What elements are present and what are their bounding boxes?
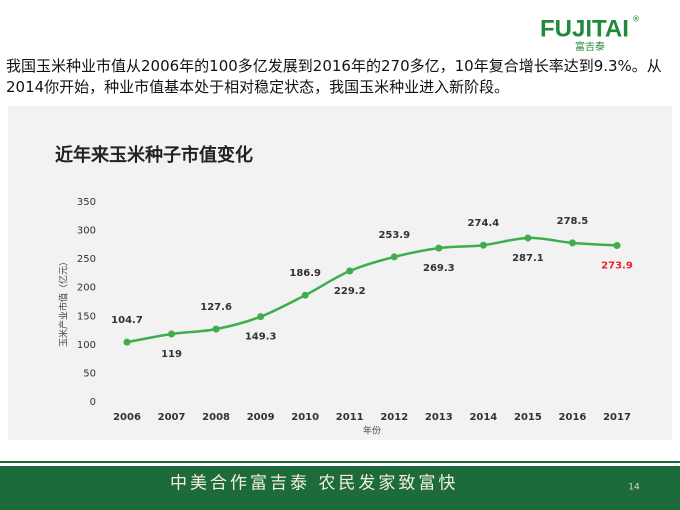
x-tick-label: 2009	[247, 412, 275, 423]
logo-mark: ®	[632, 15, 640, 24]
y-tick-label: 350	[77, 197, 96, 208]
data-point	[390, 253, 398, 261]
x-tick-label: 2014	[469, 412, 497, 423]
x-tick-label: 2012	[380, 412, 408, 423]
y-tick-label: 100	[77, 340, 96, 351]
data-label: 119	[161, 349, 182, 360]
footer-band	[0, 466, 680, 510]
data-point	[435, 244, 443, 252]
x-tick-label: 2010	[291, 412, 319, 423]
data-point	[301, 291, 309, 299]
logo-chinese: 富吉泰	[575, 40, 605, 53]
page-number: 14	[628, 483, 640, 493]
data-point	[168, 330, 176, 338]
data-label: 269.3	[423, 263, 455, 274]
data-point	[479, 241, 487, 249]
data-line	[126, 236, 618, 344]
footer-slogan: 中美合作富吉泰 农民发家致富快	[170, 474, 458, 494]
y-axis-label: 玉米产业市值（亿元）	[58, 257, 70, 347]
data-label: 186.9	[289, 268, 321, 279]
data-label: 274.4	[468, 218, 500, 229]
data-label: 229.2	[334, 286, 366, 297]
x-tick-label: 2016	[559, 412, 587, 423]
data-point	[524, 234, 532, 242]
x-tick-label: 2006	[113, 412, 141, 423]
chart-panel	[8, 106, 672, 440]
data-label: 287.1	[512, 253, 544, 264]
logo-name: FUJITAI	[540, 15, 629, 42]
x-axis-label: 年份	[363, 425, 381, 437]
header-text: 我国玉米种业市值从2006年的100多亿发展到2016年的270多亿，10年复合…	[6, 57, 662, 96]
x-tick-label: 2011	[336, 412, 364, 423]
data-point	[346, 267, 354, 275]
data-label: 273.9	[601, 260, 633, 271]
x-tick-label: 2008	[202, 412, 230, 423]
y-tick-label: 0	[90, 397, 96, 408]
data-point	[123, 338, 131, 346]
y-tick-label: 250	[77, 254, 96, 265]
data-label: 104.7	[111, 315, 143, 326]
data-point	[257, 313, 265, 321]
x-tick-label: 2013	[425, 412, 453, 423]
x-tick-label: 2017	[603, 412, 631, 423]
y-tick-label: 300	[77, 226, 96, 237]
data-label: 253.9	[378, 230, 410, 241]
data-label: 278.5	[557, 216, 589, 227]
chart-title: 近年来玉米种子市值变化	[55, 144, 253, 166]
data-point	[568, 239, 576, 247]
data-point	[212, 325, 220, 333]
x-tick-label: 2007	[158, 412, 186, 423]
data-label: 149.3	[245, 332, 277, 343]
y-tick-label: 200	[77, 283, 96, 294]
data-point	[613, 241, 621, 249]
x-tick-label: 2015	[514, 412, 542, 423]
y-tick-label: 150	[77, 311, 96, 322]
data-label: 127.6	[200, 302, 232, 313]
y-tick-label: 50	[83, 368, 96, 379]
